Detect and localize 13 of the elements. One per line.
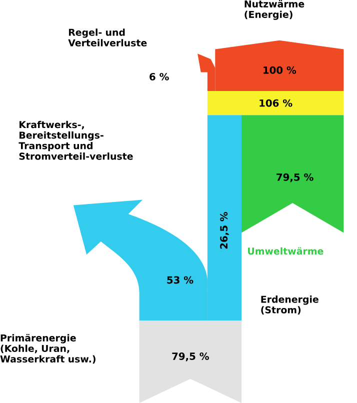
text: Umweltwärme: [248, 247, 324, 255]
data-label: 79,5 %: [172, 352, 209, 362]
data-label: 6 %: [150, 72, 169, 80]
text: Primärenergie (Kohle, Uran, Wasserkraft usw.): [0, 334, 96, 364]
text: Nutzwärme (Energie): [244, 0, 304, 20]
data-label: 106 %: [260, 99, 292, 107]
data-label: 79,5 %: [276, 173, 314, 182]
text: Erdenergie (Strom): [261, 296, 318, 315]
data-label: 26,5 %: [220, 212, 229, 249]
data-label: 53 %: [167, 276, 194, 284]
data-label: 100 %: [264, 66, 296, 74]
text: Kraftwerks-, Bereitstellungs-Transport und Stromverteil-verluste: [18, 120, 133, 160]
text: Regel- und Verteilverluste: [68, 28, 147, 46]
